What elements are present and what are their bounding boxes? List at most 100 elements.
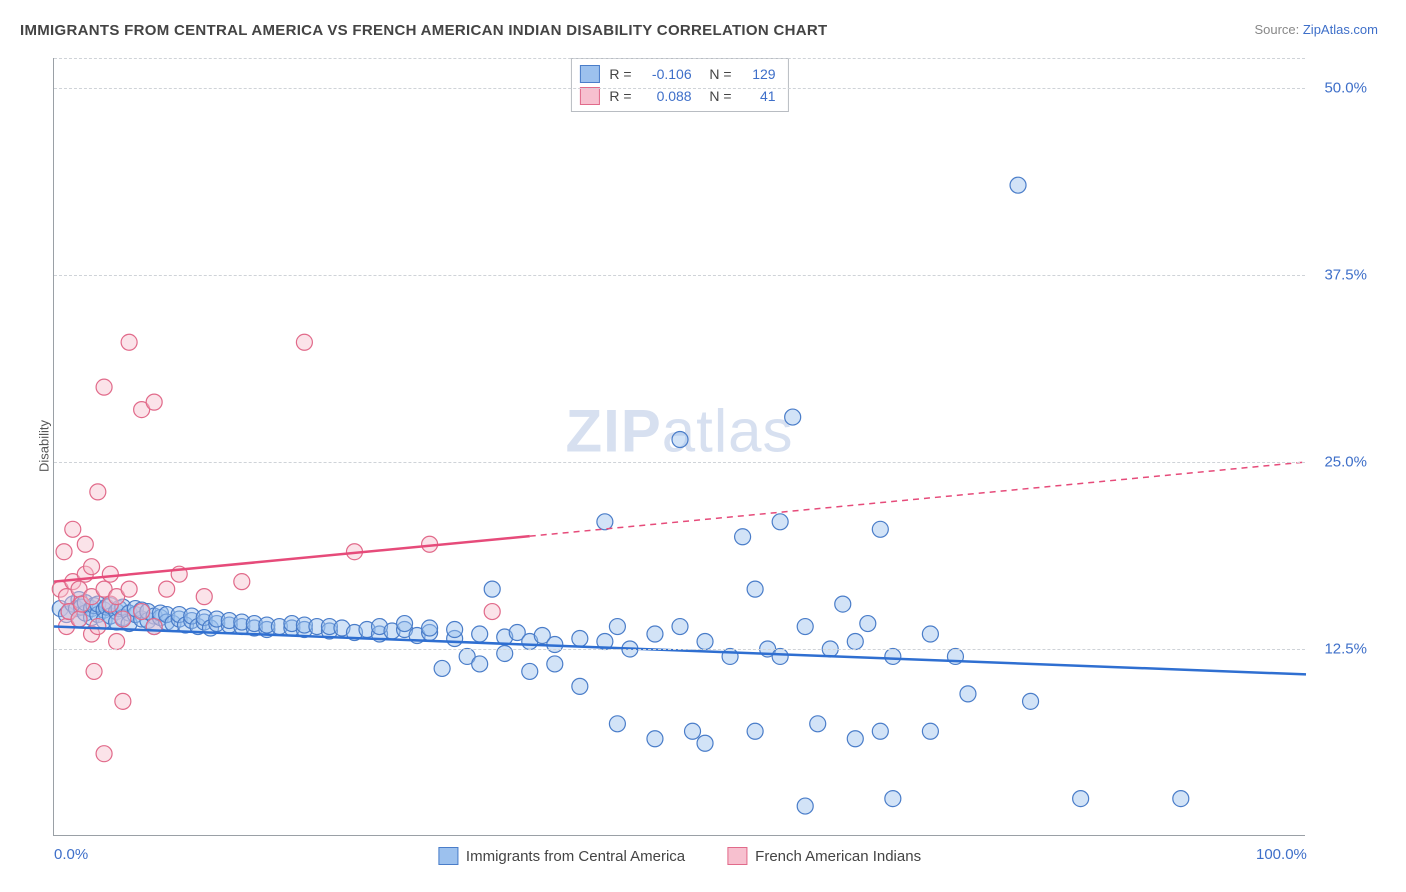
- scatter-point: [1010, 177, 1026, 193]
- scatter-point: [747, 723, 763, 739]
- scatter-point: [772, 514, 788, 530]
- scatter-point: [572, 678, 588, 694]
- scatter-point: [735, 529, 751, 545]
- scatter-point: [1173, 791, 1189, 807]
- scatter-point: [785, 409, 801, 425]
- bottom-legend: Immigrants from Central America French Am…: [438, 847, 921, 865]
- legend-swatch: [579, 65, 599, 83]
- scatter-point: [146, 394, 162, 410]
- scatter-point: [609, 716, 625, 732]
- scatter-point: [84, 559, 100, 575]
- xtick-label: 0.0%: [54, 846, 88, 863]
- legend-n-value: 129: [742, 63, 776, 85]
- scatter-point: [572, 631, 588, 647]
- gridline: [54, 462, 1305, 463]
- scatter-point: [685, 723, 701, 739]
- legend-row: R = -0.106 N = 129: [579, 63, 775, 85]
- scatter-point: [121, 581, 137, 597]
- scatter-point: [872, 521, 888, 537]
- scatter-point: [56, 544, 72, 560]
- scatter-point: [296, 334, 312, 350]
- scatter-point: [860, 616, 876, 632]
- chart-svg: [54, 58, 1305, 835]
- scatter-point: [522, 663, 538, 679]
- scatter-point: [134, 604, 150, 620]
- scatter-point: [397, 616, 413, 632]
- scatter-point: [109, 634, 125, 650]
- scatter-point: [847, 634, 863, 650]
- scatter-point: [885, 648, 901, 664]
- scatter-point: [960, 686, 976, 702]
- scatter-point: [484, 581, 500, 597]
- scatter-point: [1023, 693, 1039, 709]
- scatter-point: [597, 514, 613, 530]
- scatter-point: [847, 731, 863, 747]
- scatter-point: [885, 791, 901, 807]
- bottom-legend-label: Immigrants from Central America: [466, 848, 685, 865]
- source-label: Source: ZipAtlas.com: [1254, 22, 1378, 37]
- scatter-point: [697, 735, 713, 751]
- scatter-point: [422, 620, 438, 636]
- scatter-point: [472, 656, 488, 672]
- scatter-point: [159, 581, 175, 597]
- source-link[interactable]: ZipAtlas.com: [1303, 22, 1378, 37]
- scatter-point: [647, 731, 663, 747]
- ytick-label: 25.0%: [1324, 453, 1367, 470]
- ytick-label: 50.0%: [1324, 79, 1367, 96]
- scatter-point: [772, 648, 788, 664]
- chart-title: IMMIGRANTS FROM CENTRAL AMERICA VS FRENC…: [20, 22, 827, 39]
- scatter-point: [872, 723, 888, 739]
- scatter-point: [547, 656, 563, 672]
- scatter-point: [1073, 791, 1089, 807]
- ytick-label: 12.5%: [1324, 640, 1367, 657]
- scatter-point: [697, 634, 713, 650]
- scatter-point: [90, 619, 106, 635]
- scatter-point: [747, 581, 763, 597]
- legend-correlation-box: R = -0.106 N = 129R = 0.088 N = 41: [570, 58, 788, 112]
- scatter-point: [722, 648, 738, 664]
- scatter-point: [922, 723, 938, 739]
- scatter-point: [77, 536, 93, 552]
- bottom-legend-label: French American Indians: [755, 848, 921, 865]
- legend-swatch: [438, 847, 458, 865]
- scatter-point: [65, 521, 81, 537]
- scatter-point: [484, 604, 500, 620]
- scatter-point: [71, 611, 87, 627]
- trend-line: [54, 536, 530, 581]
- scatter-point: [115, 693, 131, 709]
- bottom-legend-item: Immigrants from Central America: [438, 847, 685, 865]
- scatter-point: [434, 660, 450, 676]
- scatter-point: [146, 619, 162, 635]
- scatter-point: [797, 619, 813, 635]
- xtick-label: 100.0%: [1256, 846, 1307, 863]
- scatter-point: [447, 622, 463, 638]
- scatter-point: [797, 798, 813, 814]
- scatter-point: [96, 379, 112, 395]
- bottom-legend-item: French American Indians: [727, 847, 921, 865]
- gridline: [54, 275, 1305, 276]
- scatter-point: [810, 716, 826, 732]
- legend-swatch: [579, 87, 599, 105]
- scatter-point: [234, 574, 250, 590]
- legend-r-label: R =: [609, 63, 631, 85]
- scatter-point: [497, 645, 513, 661]
- scatter-point: [90, 484, 106, 500]
- trend-line-dashed: [530, 462, 1306, 536]
- scatter-point: [96, 746, 112, 762]
- scatter-point: [196, 589, 212, 605]
- scatter-point: [672, 432, 688, 448]
- gridline: [54, 88, 1305, 89]
- scatter-point: [647, 626, 663, 642]
- scatter-point: [86, 663, 102, 679]
- scatter-point: [672, 619, 688, 635]
- y-axis-title: Disability: [37, 420, 52, 472]
- scatter-point: [115, 611, 131, 627]
- scatter-point: [835, 596, 851, 612]
- scatter-point: [609, 619, 625, 635]
- plot-area: ZIPatlas R = -0.106 N = 129R = 0.088 N =…: [53, 58, 1305, 836]
- legend-swatch: [727, 847, 747, 865]
- legend-n-label: N =: [702, 63, 732, 85]
- scatter-point: [121, 334, 137, 350]
- legend-r-value: -0.106: [642, 63, 692, 85]
- ytick-label: 37.5%: [1324, 266, 1367, 283]
